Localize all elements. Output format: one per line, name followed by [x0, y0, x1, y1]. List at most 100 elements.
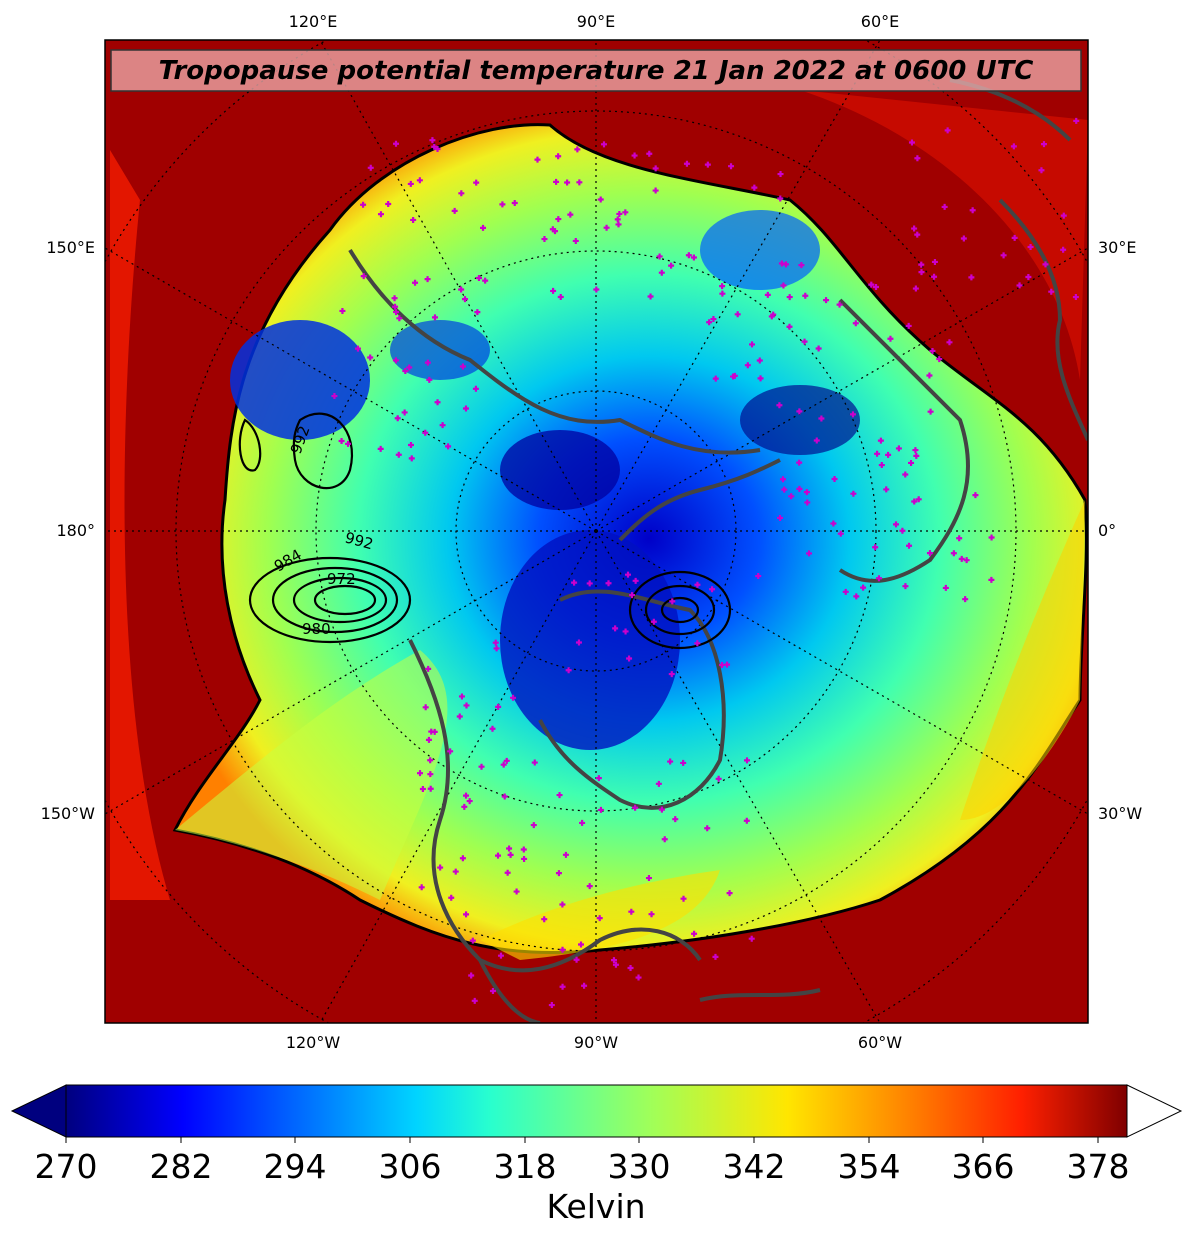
station-marker [595, 775, 602, 782]
station-marker [489, 725, 496, 732]
station-marker [499, 201, 506, 208]
station-marker [726, 890, 733, 897]
station-marker [541, 916, 548, 923]
map-panel: 992 992 984 972 980 Tropopause potential… [105, 40, 1088, 1023]
station-marker [806, 550, 813, 557]
station-marker [401, 409, 408, 416]
station-marker [668, 262, 675, 269]
station-marker [942, 584, 949, 591]
station-marker [908, 139, 915, 146]
station-marker [647, 293, 654, 300]
station-marker [694, 581, 701, 588]
station-marker [473, 179, 480, 186]
station-marker [425, 665, 432, 672]
station-marker [520, 846, 527, 853]
station-marker [463, 702, 470, 709]
station-marker [652, 187, 659, 194]
station-marker [541, 236, 548, 243]
station-marker [501, 793, 508, 800]
station-marker [777, 195, 784, 202]
station-marker [931, 258, 938, 265]
station-marker [652, 165, 659, 172]
station-marker [593, 286, 600, 293]
station-marker [586, 883, 593, 890]
station-marker [926, 550, 933, 557]
station-marker [969, 207, 976, 214]
station-marker [572, 237, 579, 244]
station-marker [579, 819, 586, 826]
station-marker [836, 301, 843, 308]
station-marker [549, 226, 556, 233]
station-marker [734, 311, 741, 318]
station-marker [852, 320, 859, 327]
station-marker [412, 279, 419, 286]
station-marker [743, 817, 750, 824]
station-marker [495, 703, 502, 710]
station-marker [578, 941, 585, 948]
lon-label-top: 90°E [577, 12, 615, 31]
colorbar-extend-max [1126, 1084, 1183, 1138]
station-marker [603, 224, 610, 231]
colorbar-tick-label: 270 [35, 1147, 98, 1186]
station-markers [331, 117, 1080, 1009]
station-marker [427, 757, 434, 764]
station-marker [1010, 143, 1017, 150]
station-marker [719, 290, 726, 297]
station-marker [1025, 273, 1032, 280]
station-marker [757, 375, 764, 382]
station-marker [531, 759, 538, 766]
station-marker [471, 997, 478, 1004]
station-marker [564, 179, 571, 186]
station-marker [451, 207, 458, 214]
station-marker [731, 372, 738, 379]
station-marker [782, 261, 789, 268]
station-marker [367, 354, 374, 361]
station-marker [392, 140, 399, 147]
station-marker [712, 375, 719, 382]
station-marker [1027, 244, 1034, 251]
station-marker [718, 662, 725, 669]
station-marker [581, 982, 588, 989]
station-marker [614, 216, 621, 223]
station-marker [461, 803, 468, 810]
station-marker [600, 141, 607, 148]
station-marker [459, 855, 466, 862]
station-marker [466, 798, 473, 805]
station-marker [416, 177, 423, 184]
station-marker [830, 520, 837, 527]
station-marker [493, 645, 500, 652]
station-marker [425, 736, 432, 743]
station-marker [875, 575, 882, 582]
station-marker [1060, 212, 1067, 219]
station-marker [709, 586, 716, 593]
station-marker [804, 499, 811, 506]
station-marker [1042, 261, 1049, 268]
station-marker [559, 901, 566, 908]
lon-label-left: 150°E [46, 238, 95, 257]
station-marker [428, 728, 435, 735]
station-marker [1048, 288, 1055, 295]
station-marker [685, 252, 692, 259]
station-marker [354, 345, 361, 352]
station-marker [710, 316, 717, 323]
station-marker [557, 294, 564, 301]
station-marker [360, 201, 367, 208]
station-marker [475, 274, 482, 281]
station-marker [927, 408, 934, 415]
station-marker [914, 231, 921, 238]
station-marker [1060, 246, 1067, 253]
station-marker [338, 437, 345, 444]
station-marker [506, 845, 513, 852]
colorbar-tick-label: 282 [150, 1147, 213, 1186]
station-marker [802, 292, 809, 299]
station-marker [431, 143, 438, 150]
station-marker [680, 895, 687, 902]
station-marker [377, 211, 384, 218]
station-marker [565, 667, 572, 674]
station-marker [555, 153, 562, 160]
station-marker [610, 957, 617, 964]
station-marker [559, 946, 566, 953]
map-title: Tropopause potential temperature 21 Jan … [159, 56, 1034, 86]
station-marker [463, 911, 470, 918]
colorbar-extend-min [10, 1084, 67, 1138]
